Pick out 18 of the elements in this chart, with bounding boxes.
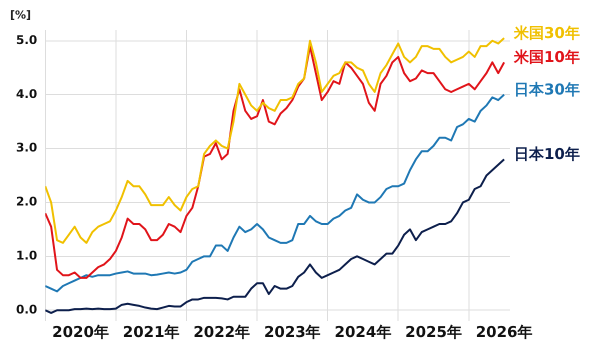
y-tick-label: 5.0: [16, 32, 38, 47]
y-tick-label: 4.0: [16, 86, 38, 101]
x-tick-label: 2023年: [264, 322, 321, 341]
series-label: 米国10年: [513, 48, 580, 66]
y-tick-label: 2.0: [16, 194, 38, 209]
x-tick-label: 2025年: [405, 322, 462, 341]
x-tick-label: 2022年: [193, 322, 250, 341]
x-tick-label: 2021年: [122, 322, 180, 341]
series-label: 日本30年: [514, 80, 580, 99]
series-label: 日本10年: [514, 145, 580, 164]
series-label: 米国30年: [513, 24, 580, 42]
y-tick-label: 0.0: [16, 302, 38, 316]
x-tick-label: 2026年: [476, 322, 532, 341]
x-tick-label: 2024年: [334, 322, 392, 341]
y-tick-label: 1.0: [16, 248, 38, 262]
y-tick-label: 3.0: [16, 140, 38, 155]
y-axis-title: [%]: [10, 8, 32, 22]
x-tick-label: 2020年: [52, 322, 109, 341]
